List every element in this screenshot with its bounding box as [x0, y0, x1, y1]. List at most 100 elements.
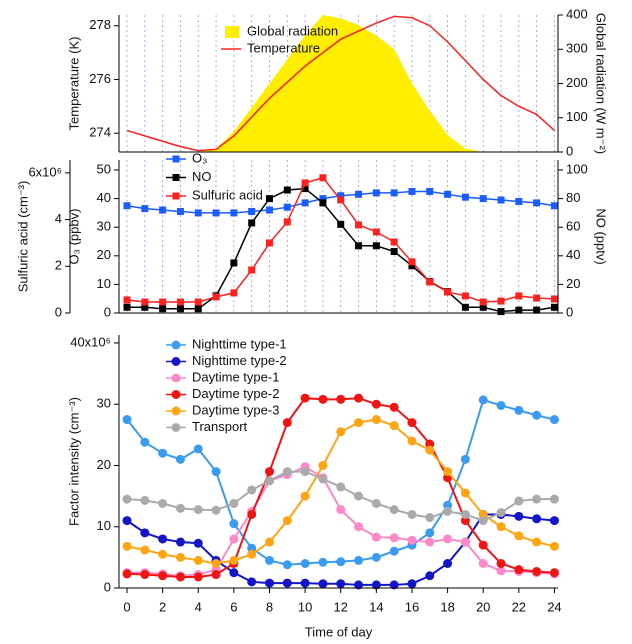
marker	[444, 190, 452, 198]
marker	[425, 513, 435, 523]
marker	[443, 506, 453, 516]
marker	[389, 421, 399, 431]
marker	[265, 206, 273, 214]
marker	[443, 534, 453, 544]
marker	[390, 189, 398, 197]
marker	[283, 218, 291, 226]
y-tick-label: 40x10⁶	[70, 334, 111, 349]
marker	[514, 496, 524, 506]
y-tick-label: 100	[566, 109, 588, 124]
marker	[194, 209, 202, 217]
marker	[496, 566, 506, 576]
marker	[122, 569, 132, 579]
marker	[176, 298, 184, 306]
y-tick-label: 6x10⁶	[28, 164, 62, 179]
marker	[230, 209, 238, 217]
marker	[532, 410, 542, 420]
x-axis-title: Time of day	[305, 624, 373, 639]
marker	[265, 195, 273, 203]
marker	[425, 445, 435, 455]
marker	[407, 535, 417, 545]
marker	[532, 494, 542, 504]
marker	[212, 293, 220, 301]
marker	[389, 402, 399, 412]
marker	[336, 394, 346, 404]
marker	[193, 572, 203, 582]
marker	[497, 308, 505, 316]
marker	[283, 186, 291, 194]
y-tick-label: 276	[89, 71, 111, 86]
legend-marker	[171, 373, 181, 383]
marker	[532, 514, 542, 524]
marker	[371, 532, 381, 542]
marker	[371, 498, 381, 508]
marker	[194, 298, 202, 306]
marker	[194, 305, 202, 313]
marker	[282, 418, 292, 428]
marker	[247, 509, 257, 519]
series-line	[126, 15, 555, 152]
marker	[515, 197, 523, 205]
marker	[496, 400, 506, 410]
marker	[247, 577, 257, 587]
marker	[193, 555, 203, 565]
y-tick-label: 0	[55, 304, 62, 319]
marker	[140, 495, 150, 505]
marker	[123, 202, 131, 210]
x-tick-label: 14	[369, 599, 383, 614]
legend-label: Temperature	[247, 40, 320, 55]
marker	[158, 571, 168, 581]
marker	[282, 578, 292, 588]
x-tick-label: 18	[440, 599, 454, 614]
x-tick-label: 4	[195, 599, 202, 614]
marker	[123, 303, 131, 311]
marker	[336, 505, 346, 515]
legend-label: Sulfuric acid	[192, 187, 263, 202]
axis-title: O₃ (ppbv)	[66, 209, 81, 265]
marker	[549, 516, 559, 526]
x-tick-label: 2	[159, 599, 166, 614]
marker	[533, 199, 541, 207]
marker	[159, 298, 167, 306]
legend-label: Daytime type-2	[192, 386, 279, 401]
marker	[230, 289, 238, 297]
marker	[122, 415, 132, 425]
marker	[264, 467, 274, 477]
marker	[443, 558, 453, 568]
marker	[355, 221, 363, 229]
legend-marker	[171, 390, 181, 399]
legend-label: Daytime type-1	[192, 369, 279, 384]
marker	[318, 474, 328, 484]
marker	[282, 516, 292, 526]
marker	[532, 566, 542, 576]
marker	[478, 540, 488, 550]
marker	[515, 292, 523, 300]
marker	[158, 534, 168, 544]
x-tick-label: 6	[230, 599, 237, 614]
marker	[371, 552, 381, 562]
legend-marker	[171, 340, 181, 350]
marker	[319, 195, 327, 203]
axis-title: Temperature (K)	[66, 37, 81, 131]
x-tick-label: 24	[547, 599, 561, 614]
marker	[264, 537, 274, 547]
x-tick-label: 8	[266, 599, 273, 614]
marker	[193, 505, 203, 515]
marker	[478, 516, 488, 526]
y-tick-label: 0	[566, 304, 573, 319]
marker	[176, 207, 184, 215]
marker	[478, 395, 488, 405]
marker	[122, 494, 132, 504]
marker	[478, 558, 488, 568]
y-tick-label: 30	[97, 219, 111, 234]
marker	[426, 187, 434, 195]
marker	[122, 541, 132, 551]
marker	[159, 206, 167, 214]
marker	[141, 298, 149, 306]
marker	[175, 503, 185, 513]
marker	[549, 415, 559, 425]
marker	[549, 568, 559, 578]
marker	[425, 537, 435, 547]
marker	[300, 467, 310, 477]
axis-title: Factor intensity (cm⁻³)	[66, 397, 81, 526]
